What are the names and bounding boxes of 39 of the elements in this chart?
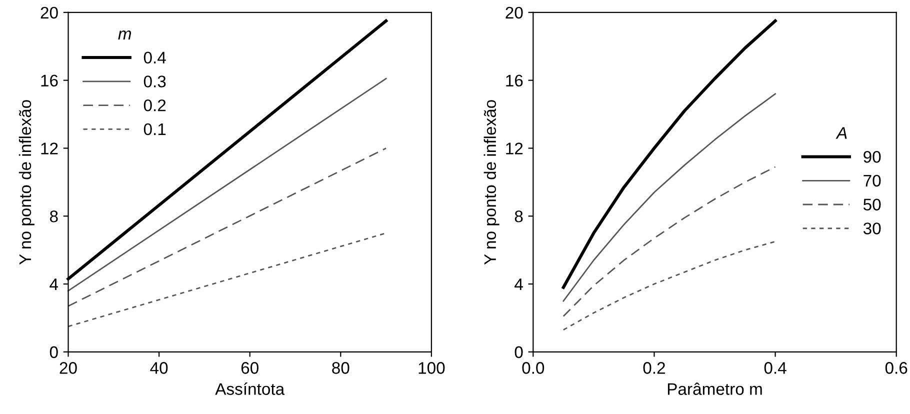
y-tick-label: 8 <box>514 210 523 222</box>
line-series <box>562 93 776 302</box>
x-axis-title: Assíntota <box>215 382 285 395</box>
line-series <box>562 166 776 317</box>
x-tick-label: 80 <box>332 362 350 374</box>
legend-label: 30 <box>863 222 881 234</box>
legend-label: 70 <box>864 174 881 187</box>
line-series <box>562 240 776 331</box>
x-tick-label: 60 <box>241 362 258 374</box>
x-tick-label: 40 <box>150 362 168 374</box>
x-tick-label: 0.0 <box>522 362 544 374</box>
x-tick-label: 100 <box>418 362 445 374</box>
legend-label: 0.4 <box>144 52 166 64</box>
x-tick-label: 0.4 <box>764 362 786 374</box>
x-tick-label: 20 <box>60 362 77 374</box>
y-axis-title: Y no ponto de inflexão <box>484 100 500 265</box>
y-tick-label: 12 <box>506 142 523 154</box>
legend-label: 0.3 <box>144 76 166 88</box>
line-series <box>562 19 777 289</box>
y-tick-label: 16 <box>506 74 523 87</box>
legend-label: 90 <box>864 150 881 163</box>
legend-title: m <box>118 30 131 40</box>
legend-title: A <box>836 127 847 139</box>
x-tick-label: 0.2 <box>643 362 665 374</box>
y-tick-label: 8 <box>50 210 58 222</box>
y-tick-label: 20 <box>40 6 58 19</box>
y-tick-label: 0 <box>50 346 58 358</box>
legend-label: 0.2 <box>144 99 166 112</box>
legend-label: 0.1 <box>144 123 166 136</box>
y-tick-label: 4 <box>50 278 58 290</box>
x-axis-title: Parâmetro m <box>668 382 762 395</box>
y-tick-label: 12 <box>41 142 58 154</box>
y-tick-label: 4 <box>514 278 523 290</box>
x-tick-label: 0.6 <box>885 362 908 374</box>
legend-label: 50 <box>863 198 881 211</box>
y-axis-title: Y no ponto de inflexão <box>18 100 34 265</box>
y-tick-label: 16 <box>41 74 58 87</box>
y-tick-label: 0 <box>514 346 523 358</box>
y-tick-label: 20 <box>506 6 523 19</box>
